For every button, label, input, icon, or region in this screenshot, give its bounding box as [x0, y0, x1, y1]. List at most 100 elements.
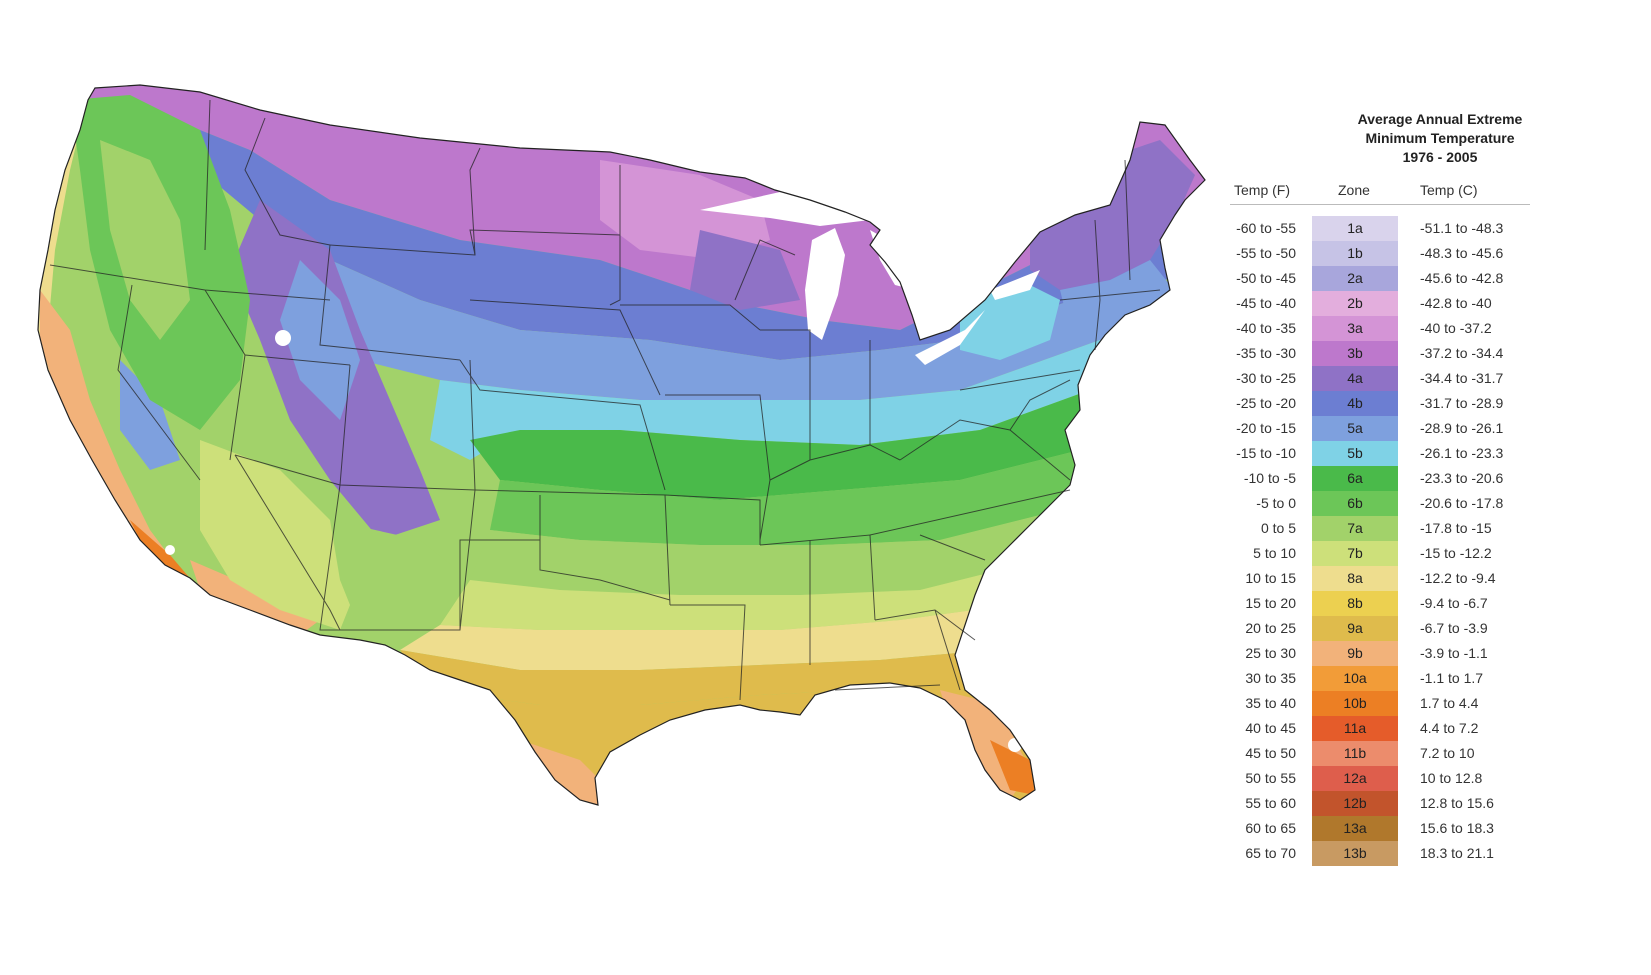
legend-temp-f: 0 to 5: [1260, 520, 1296, 536]
legend-temp-c: -40 to -37.2: [1420, 320, 1492, 336]
legend-row: -20 to -15 5a -28.9 to -26.1: [1236, 416, 1620, 441]
legend-row: 55 to 60 12b 12.8 to 15.6: [1245, 791, 1620, 816]
legend-zone-swatch: 1b: [1312, 241, 1398, 266]
legend-zone-swatch: 3b: [1312, 341, 1398, 366]
legend-title-line1: Average Annual Extreme: [1357, 111, 1523, 127]
legend-temp-f: -50 to -45: [1236, 270, 1296, 286]
great-lakes: [165, 192, 1040, 752]
legend-temp-f: 30 to 35: [1245, 670, 1296, 686]
legend-zone-swatch: 5b: [1312, 441, 1398, 466]
legend-row: 25 to 30 9b -3.9 to -1.1: [1245, 641, 1620, 666]
legend-temp-f: -40 to -35: [1236, 320, 1296, 336]
legend-row: -5 to 0 6b -20.6 to -17.8: [1256, 491, 1620, 516]
legend-temp-c: -34.4 to -31.7: [1420, 370, 1504, 386]
legend-temp-c: -1.1 to 1.7: [1420, 670, 1484, 686]
legend-zone-swatch: 6b: [1312, 491, 1398, 516]
legend-temp-c: -23.3 to -20.6: [1420, 470, 1504, 486]
legend-temp-c: -20.6 to -17.8: [1420, 495, 1504, 511]
legend-temp-f: -60 to -55: [1236, 220, 1296, 236]
legend-zone-swatch: 8a: [1312, 566, 1398, 591]
legend-temp-c: -48.3 to -45.6: [1420, 245, 1504, 261]
legend-zone-swatch: 5a: [1312, 416, 1398, 441]
legend-zone-swatch: 10a: [1312, 666, 1398, 691]
legend-temp-f: -25 to -20: [1236, 395, 1296, 411]
legend-zone-swatch: 2a: [1312, 266, 1398, 291]
legend-temp-f: 60 to 65: [1245, 820, 1296, 836]
legend-zone-swatch: 4a: [1312, 366, 1398, 391]
legend-row: 20 to 25 9a -6.7 to -3.9: [1245, 616, 1620, 641]
legend-zone-swatch: 1a: [1312, 216, 1398, 241]
legend-temp-f: 20 to 25: [1245, 620, 1296, 636]
legend-row: 5 to 10 7b -15 to -12.2: [1253, 541, 1620, 566]
us-map-svg: [37, 84, 1206, 806]
legend-temp-f: 5 to 10: [1253, 545, 1296, 561]
legend-temp-c: 1.7 to 4.4: [1420, 695, 1479, 711]
legend-zone-swatch: 11a: [1312, 716, 1398, 741]
legend-row: -60 to -55 1a -51.1 to -48.3: [1236, 216, 1620, 241]
legend-row: 45 to 50 11b 7.2 to 10: [1245, 741, 1620, 766]
legend-zone-swatch: 4b: [1312, 391, 1398, 416]
legend-temp-c: -45.6 to -42.8: [1420, 270, 1504, 286]
legend-zone-swatch: 2b: [1312, 291, 1398, 316]
legend-row: -10 to -5 6a -23.3 to -20.6: [1244, 466, 1620, 491]
legend-temp-f: 45 to 50: [1245, 745, 1296, 761]
legend-temp-c: -42.8 to -40: [1420, 295, 1492, 311]
legend-temp-f: -30 to -25: [1236, 370, 1296, 386]
legend-row: -25 to -20 4b -31.7 to -28.9: [1236, 391, 1620, 416]
legend-row: 30 to 35 10a -1.1 to 1.7: [1245, 666, 1620, 691]
legend-temp-f: -5 to 0: [1256, 495, 1296, 511]
legend-col-zone: Zone: [1338, 182, 1370, 198]
legend-temp-f: -55 to -50: [1236, 245, 1296, 261]
legend-row: 50 to 55 12a 10 to 12.8: [1245, 766, 1620, 791]
legend-zone-swatch: 13a: [1312, 816, 1398, 841]
legend-zone-swatch: 8b: [1312, 591, 1398, 616]
legend-temp-f: 40 to 45: [1245, 720, 1296, 736]
legend: Average Annual Extreme Minimum Temperatu…: [1230, 110, 1620, 866]
legend-temp-f: 15 to 20: [1245, 595, 1296, 611]
legend-row: 60 to 65 13a 15.6 to 18.3: [1245, 816, 1620, 841]
legend-zone-swatch: 12b: [1312, 791, 1398, 816]
legend-row: -35 to -30 3b -37.2 to -34.4: [1236, 341, 1620, 366]
legend-zone-swatch: 7b: [1312, 541, 1398, 566]
legend-temp-c: -3.9 to -1.1: [1420, 645, 1488, 661]
legend-zone-swatch: 6a: [1312, 466, 1398, 491]
legend-row: -50 to -45 2a -45.6 to -42.8: [1236, 266, 1620, 291]
legend-col-temp-f: Temp (F): [1234, 182, 1290, 198]
legend-temp-f: 65 to 70: [1245, 845, 1296, 861]
legend-row: 35 to 40 10b 1.7 to 4.4: [1245, 691, 1620, 716]
legend-row: 10 to 15 8a -12.2 to -9.4: [1245, 566, 1620, 591]
legend-zone-swatch: 13b: [1312, 841, 1398, 866]
legend-zone-swatch: 9a: [1312, 616, 1398, 641]
legend-temp-c: -15 to -12.2: [1420, 545, 1492, 561]
legend-temp-c: 10 to 12.8: [1420, 770, 1483, 786]
legend-temp-f: -10 to -5: [1243, 470, 1296, 486]
legend-temp-c: -28.9 to -26.1: [1420, 420, 1504, 436]
legend-zone-swatch: 7a: [1312, 516, 1398, 541]
legend-temp-f: -35 to -30: [1236, 345, 1296, 361]
legend-zone-swatch: 3a: [1312, 316, 1398, 341]
legend-temp-c: -51.1 to -48.3: [1420, 220, 1504, 236]
legend-temp-f: -15 to -10: [1236, 445, 1296, 461]
legend-title-line3: 1976 - 2005: [1402, 149, 1478, 165]
legend-row: 0 to 5 7a -17.8 to -15: [1261, 516, 1620, 541]
legend-temp-c: 18.3 to 21.1: [1420, 845, 1494, 861]
legend-row: 40 to 45 11a 4.4 to 7.2: [1245, 716, 1620, 741]
legend-temp-f: 10 to 15: [1245, 570, 1296, 586]
legend-temp-c: 15.6 to 18.3: [1420, 820, 1494, 836]
legend-row: -55 to -50 1b -48.3 to -45.6: [1236, 241, 1620, 266]
legend-row: -45 to -40 2b -42.8 to -40: [1236, 291, 1620, 316]
legend-temp-f: 35 to 40: [1245, 695, 1296, 711]
zone-bands: [38, 85, 1205, 805]
legend-temp-c: -6.7 to -3.9: [1420, 620, 1488, 636]
legend-divider: [1230, 204, 1530, 205]
legend-header: Temp (F) Zone Temp (C): [1234, 182, 1620, 206]
legend-zone-swatch: 9b: [1312, 641, 1398, 666]
legend-zone-swatch: 11b: [1312, 741, 1398, 766]
legend-temp-f: 25 to 30: [1245, 645, 1296, 661]
legend-temp-f: 55 to 60: [1245, 795, 1296, 811]
legend-col-temp-c: Temp (C): [1420, 182, 1478, 198]
legend-temp-f: -20 to -15: [1236, 420, 1296, 436]
legend-row: -40 to -35 3a -40 to -37.2: [1236, 316, 1620, 341]
legend-row: 15 to 20 8b -9.4 to -6.7: [1245, 591, 1620, 616]
legend-temp-c: -31.7 to -28.9: [1420, 395, 1504, 411]
